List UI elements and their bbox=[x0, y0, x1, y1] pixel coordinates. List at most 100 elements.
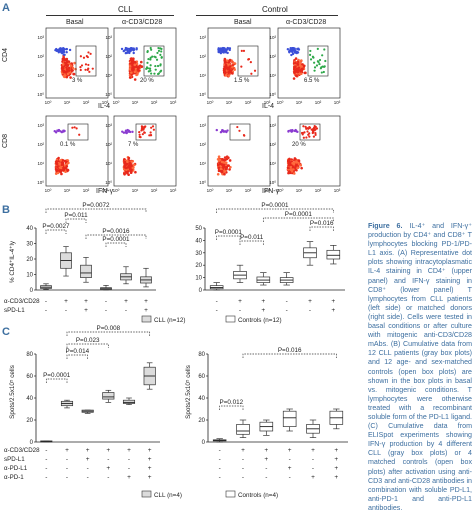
box-body bbox=[282, 410, 297, 427]
y-tick: 10⁰ bbox=[269, 92, 276, 97]
cell-dot bbox=[253, 69, 257, 72]
cell-dot bbox=[217, 169, 221, 173]
row-label: α-PD-L1 bbox=[4, 465, 28, 472]
cell-dot bbox=[226, 67, 230, 71]
cell-dot bbox=[308, 53, 312, 56]
row-sign: + bbox=[148, 465, 152, 472]
cll-group-rule bbox=[46, 15, 174, 16]
x-tick: 10⁰ bbox=[207, 100, 214, 105]
cell-dot bbox=[225, 167, 228, 171]
row-sign: + bbox=[148, 456, 152, 463]
cell-dot bbox=[135, 73, 138, 77]
x-tick: 10³ bbox=[264, 100, 271, 105]
cell-dot bbox=[286, 48, 290, 51]
box-5 bbox=[329, 408, 344, 430]
cell-dot bbox=[149, 133, 153, 137]
row-sign: + bbox=[64, 298, 68, 305]
cell-dot bbox=[317, 61, 320, 64]
cell-dot bbox=[120, 47, 124, 51]
cell-dot bbox=[131, 166, 135, 170]
p-bracket-1: P=0.011 bbox=[64, 212, 88, 223]
row-sign: - bbox=[216, 307, 218, 314]
cell-dot bbox=[71, 66, 75, 70]
cell-dot bbox=[300, 59, 303, 62]
cell-dot bbox=[63, 75, 66, 79]
bracket-line bbox=[66, 343, 109, 348]
y-tick-label: 40 bbox=[198, 396, 205, 402]
cell-dot bbox=[150, 72, 153, 75]
cell-dot bbox=[64, 166, 68, 170]
cell-dot bbox=[129, 170, 132, 173]
row-sign: + bbox=[144, 307, 148, 314]
box-body bbox=[236, 424, 250, 435]
cell-dot bbox=[228, 70, 232, 73]
cell-dot bbox=[132, 47, 135, 50]
cell-dot bbox=[146, 50, 149, 54]
row-sign: + bbox=[334, 465, 338, 472]
cell-dot bbox=[318, 58, 322, 62]
cell-dot bbox=[140, 125, 143, 128]
cell-dot bbox=[125, 47, 128, 50]
row-sign: + bbox=[86, 456, 90, 463]
cell-dot bbox=[123, 49, 126, 52]
cell-dot bbox=[146, 61, 149, 64]
row-sign: + bbox=[334, 474, 338, 481]
cell-dot bbox=[217, 159, 221, 162]
p-bracket-1: P=0.0001 bbox=[262, 211, 334, 222]
row-sign: - bbox=[128, 456, 130, 463]
row-sign: - bbox=[216, 298, 218, 305]
row-sign: + bbox=[144, 298, 148, 305]
cell-dot bbox=[314, 132, 317, 135]
row-sign: + bbox=[334, 447, 338, 454]
row-sign: - bbox=[312, 456, 314, 463]
cell-dot bbox=[309, 58, 313, 61]
cell-dot bbox=[154, 64, 157, 68]
cell-dot bbox=[228, 168, 231, 171]
cell-dot bbox=[287, 163, 291, 167]
cell-dot bbox=[62, 53, 66, 56]
cell-dot bbox=[287, 129, 290, 133]
cell-dot bbox=[65, 47, 68, 51]
cell-dot bbox=[319, 67, 322, 70]
y-tick-label: 0 bbox=[30, 440, 34, 446]
cell-dot bbox=[141, 133, 144, 136]
row-sign: - bbox=[242, 456, 244, 463]
cond-label-cll-basal: Basal bbox=[66, 19, 84, 26]
legend-controls: Controls (n=12) bbox=[238, 317, 282, 324]
cell-dot bbox=[298, 61, 302, 64]
cell-dot bbox=[313, 61, 316, 64]
x-tick: 10¹ bbox=[132, 100, 139, 105]
plot-frame bbox=[207, 115, 271, 187]
x-tick: 10² bbox=[83, 100, 90, 105]
cell-dot bbox=[148, 134, 151, 137]
cell-dot bbox=[228, 65, 232, 68]
x-tick: 10² bbox=[315, 188, 322, 193]
cell-dot bbox=[231, 72, 234, 75]
cell-dot bbox=[323, 48, 326, 51]
cell-dot bbox=[313, 69, 316, 72]
cell-dot bbox=[138, 133, 141, 136]
cll-group-title: CLL bbox=[118, 5, 133, 14]
cell-dot bbox=[296, 166, 300, 170]
row-sign: - bbox=[265, 465, 267, 472]
cell-dot bbox=[313, 124, 316, 128]
panel-a-label: A bbox=[2, 2, 10, 14]
cell-dot bbox=[69, 76, 72, 79]
row-sign: + bbox=[148, 447, 152, 454]
cell-dot bbox=[291, 50, 294, 54]
cell-dot bbox=[142, 127, 145, 130]
cell-dot bbox=[144, 125, 147, 128]
p-value: P=0.0001 bbox=[261, 202, 289, 209]
box-5 bbox=[326, 245, 341, 265]
cell-dot bbox=[294, 61, 297, 65]
cell-dot bbox=[308, 135, 311, 138]
x-tick: 10³ bbox=[170, 188, 177, 193]
row-sign: - bbox=[242, 474, 244, 481]
cell-dot bbox=[123, 160, 126, 164]
row-sign: - bbox=[239, 307, 241, 314]
cell-dot bbox=[128, 76, 132, 79]
legend-controls: Controls (n=4) bbox=[238, 492, 278, 499]
cell-dot bbox=[226, 129, 229, 132]
cell-dot bbox=[297, 66, 300, 70]
